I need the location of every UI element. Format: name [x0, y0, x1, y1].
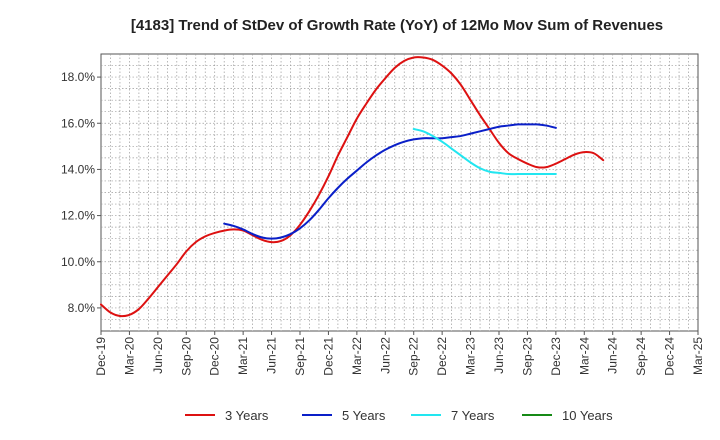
- x-tick-label: Mar-24: [577, 337, 591, 375]
- grid: [101, 54, 698, 331]
- legend: 3 Years 5 Years 7 Years 10 Years: [185, 408, 613, 423]
- x-tick-label: Sep-21: [293, 337, 307, 376]
- x-tick-label: Sep-24: [634, 337, 648, 376]
- x-tick-label: Dec-24: [663, 337, 677, 376]
- x-tick-label: Jun-20: [151, 337, 165, 374]
- x-tick-label: Dec-19: [94, 337, 108, 376]
- y-tick-label: 10.0%: [61, 255, 95, 269]
- legend-label: 3 Years: [225, 408, 269, 423]
- series-line-3-years: [100, 56, 605, 318]
- x-tick-label: Mar-22: [350, 337, 364, 375]
- x-tick-label: Mar-23: [464, 337, 478, 375]
- x-tick-label: Mar-20: [122, 337, 136, 375]
- series-lines: [100, 56, 605, 318]
- legend-label: 10 Years: [562, 408, 613, 423]
- x-tick-label: Jun-23: [492, 337, 506, 374]
- x-tick-label: Dec-20: [208, 337, 222, 376]
- series-line-5-years: [223, 123, 557, 240]
- x-tick-label: Sep-22: [407, 337, 421, 376]
- y-axis: 8.0% 10.0% 12.0% 14.0% 16.0% 18.0%: [61, 70, 101, 315]
- x-tick-label: Dec-22: [435, 337, 449, 376]
- y-tick-label: 12.0%: [61, 209, 95, 223]
- x-tick-label: Sep-23: [520, 337, 534, 376]
- y-tick-label: 16.0%: [61, 116, 95, 130]
- y-tick-label: 14.0%: [61, 162, 95, 176]
- x-tick-label: Jun-21: [265, 337, 279, 374]
- x-tick-label: Mar-21: [236, 337, 250, 375]
- x-axis: Dec-19 Mar-20 Jun-20 Sep-20 Dec-20 Mar-21 Jun-…: [94, 331, 705, 376]
- y-tick-label: 8.0%: [68, 301, 96, 315]
- x-tick-label: Mar-25: [691, 337, 705, 375]
- chart-title: [4183] Trend of StDev of Growth Rate (Yo…: [131, 17, 663, 34]
- series-line-7-years: [412, 128, 557, 176]
- x-tick-label: Sep-20: [179, 337, 193, 376]
- y-tick-label: 18.0%: [61, 70, 95, 84]
- x-tick-label: Jun-24: [606, 337, 620, 374]
- legend-label: 7 Years: [451, 408, 495, 423]
- x-tick-label: Jun-22: [378, 337, 392, 374]
- x-tick-label: Dec-21: [321, 337, 335, 376]
- x-tick-label: Dec-23: [549, 337, 563, 376]
- legend-label: 5 Years: [342, 408, 386, 423]
